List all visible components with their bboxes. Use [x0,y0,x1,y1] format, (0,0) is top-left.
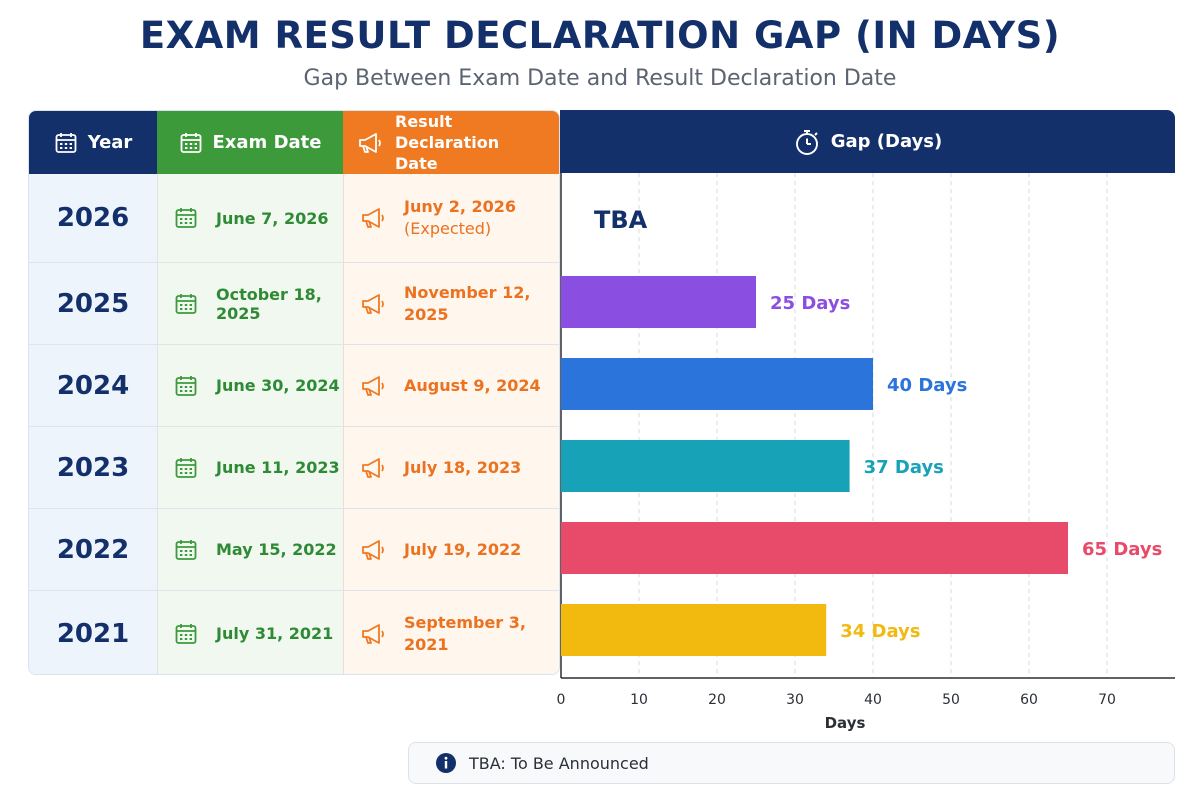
year-cell: 2023 [56,452,130,483]
bar-value-label: 65 Days [1082,539,1162,560]
x-tick-label: 0 [557,692,566,708]
table-row-result-date: Juny 2, 2026 (Expected) [344,174,559,263]
result-date-cell: July 19, 2022 [404,539,521,561]
calendar-icon [175,623,197,644]
legend-note: TBA: To Be Announced [408,742,1175,784]
info-icon [436,753,456,773]
header-exam-date-label: Exam Date [212,132,322,153]
table-row-result-date: November 12, 2025 [344,263,559,345]
bar-2023 [561,440,850,492]
header-gap: Gap (Days) [560,110,1175,173]
table-row-year: 2021 [29,591,157,674]
year-cell: 2021 [56,618,130,649]
x-tick-label: 40 [864,692,882,708]
megaphone-icon [359,132,381,153]
header-exam-date: Exam Date [157,111,343,174]
table-row-result-date: July 19, 2022 [344,509,559,591]
result-date-value: September 3, 2021 [404,612,526,654]
bar-value-label: TBA [594,206,648,234]
table-card: Year Exam Date Result Declaration Date 2… [28,110,560,675]
bar-2022 [561,522,1068,574]
year-cell: 2024 [56,370,130,401]
note-text: TBA: To Be Announced [469,753,649,773]
stopwatch-icon [795,129,818,155]
exam-date-cell: July 31, 2021 [216,624,334,643]
x-tick-label: 20 [708,692,726,708]
result-date-cell: July 18, 2023 [404,457,521,479]
chart-title: EXAM RESULT DECLARATION GAP (IN DAYS) [139,14,1061,57]
result-date-cell: September 3, 2021 [404,612,559,656]
table-row-exam-date: June 11, 2023 [158,427,343,509]
exam-date-cell: June 7, 2026 [216,208,329,228]
result-date-value: August 9, 2024 [404,375,541,395]
megaphone-icon [362,539,384,560]
table-row-exam-date: May 15, 2022 [158,509,343,591]
result-date-value: November 12, 2025 [404,282,531,324]
year-cell: 2022 [56,534,130,565]
megaphone-icon [362,293,384,314]
megaphone-icon [362,375,384,396]
x-tick-label: 50 [942,692,960,708]
result-date-value: July 19, 2022 [404,539,522,559]
calendar-icon [175,539,197,560]
calendar-icon [175,375,197,396]
header-year-label: Year [87,132,133,153]
result-date-note: (Expected) [404,219,492,238]
table-row-year: 2024 [29,345,157,427]
table-row-year: 2026 [29,174,157,263]
exam-date-cell: October 18, 2025 [216,284,322,323]
exam-date-cell: June 30, 2024 [216,376,340,395]
year-cell: 2026 [56,203,130,233]
result-date-value: July 18, 2023 [404,457,522,477]
header-result-date-label: Result Declaration Date [395,112,500,173]
x-axis-label: Days [825,714,866,732]
calendar-icon [55,132,77,153]
header-result-date: Result Declaration Date [343,111,559,174]
result-date-column: Juny 2, 2026 (Expected) November 12, 2025 A… [343,174,559,674]
result-date-value: Juny 2, 2026 [404,197,517,216]
x-tick-label: 30 [786,692,804,708]
exam-date-cell: June 11, 2023 [216,458,340,477]
bar-value-label: 40 Days [887,375,967,396]
gap-bar-chart: 0 10 20 30 40 50 60 70 Days TBA 25 Days 40 Days 37 D… [557,173,1175,732]
table-row-result-date: July 18, 2023 [344,427,559,509]
table-row-year: 2025 [29,263,157,345]
table-row-year: 2022 [29,509,157,591]
calendar-icon [175,457,197,478]
bar-2025 [561,276,756,328]
header-gap-label: Gap (Days) [830,131,943,152]
table-row-result-date: August 9, 2024 [344,345,559,427]
calendar-icon [180,132,201,153]
exam-date-column: June 7, 2026 October 18, 2025 June 30, 202… [157,174,343,674]
table-row-exam-date: June 7, 2026 [158,174,343,263]
year-cell: 2025 [56,288,130,319]
bar-value-label: 34 Days [840,621,920,642]
table-row-exam-date: June 30, 2024 [158,345,343,427]
table-row-year: 2023 [29,427,157,509]
bar-value-label: 25 Days [770,293,850,314]
year-column: 2026 2025 2024 2023 2022 2021 [29,174,157,674]
x-tick-label: 60 [1020,692,1038,708]
table-row-exam-date: October 18, 2025 [158,263,343,345]
result-date-cell: November 12, 2025 [404,282,559,326]
result-date-cell: Juny 2, 2026 (Expected) [404,196,516,240]
x-tick-label: 10 [630,692,648,708]
table-row-exam-date: July 31, 2021 [158,591,343,674]
bar-value-label: 37 Days [864,457,944,478]
bar-2024 [561,358,873,410]
calendar-icon [175,208,197,228]
exam-date-cell: May 15, 2022 [216,540,337,559]
table-row-result-date: September 3, 2021 [344,591,559,674]
x-tick-label: 70 [1098,692,1116,708]
megaphone-icon [362,208,384,228]
result-date-cell: August 9, 2024 [404,375,541,397]
megaphone-icon [362,457,384,478]
bar-2021 [561,604,827,656]
chart-subtitle: Gap Between Exam Date and Result Declara… [303,66,897,91]
calendar-icon [175,293,197,314]
megaphone-icon [362,623,384,644]
header-year: Year [29,111,157,174]
